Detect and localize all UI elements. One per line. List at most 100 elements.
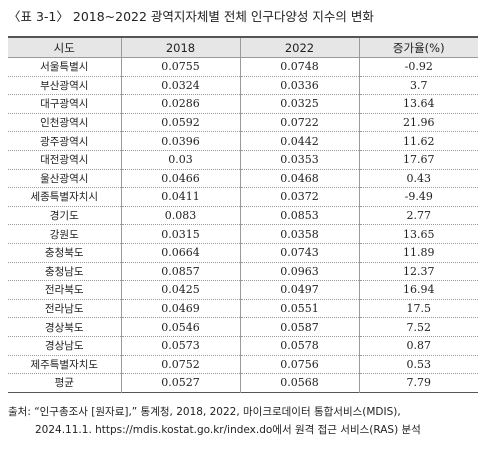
value-2022-cell: 0.0468 xyxy=(239,169,360,189)
value-2018-cell: 0.0755 xyxy=(120,57,241,77)
region-cell: 울산광역시 xyxy=(8,169,122,189)
value-2018-cell: 0.0324 xyxy=(120,76,241,96)
value-2022-cell: 0.0587 xyxy=(239,317,360,337)
growth-rate-cell: -0.92 xyxy=(358,57,478,77)
region-cell: 세종특별자치시 xyxy=(8,187,122,207)
header-region: 시도 xyxy=(8,37,122,58)
value-2018-cell: 0.0527 xyxy=(120,373,241,393)
growth-rate-cell: 13.65 xyxy=(358,224,478,244)
value-2022-cell: 0.0748 xyxy=(239,57,360,77)
value-2022-cell: 0.0722 xyxy=(239,113,360,133)
growth-rate-cell: 2.77 xyxy=(358,206,478,226)
region-cell: 경상북도 xyxy=(8,317,122,337)
value-2022-cell: 0.0358 xyxy=(239,224,360,244)
value-2018-cell: 0.0857 xyxy=(120,262,241,282)
value-2022-cell: 0.0963 xyxy=(239,262,360,282)
growth-rate-cell: 3.7 xyxy=(358,76,478,96)
value-2022-cell: 0.0372 xyxy=(239,187,360,207)
region-cell: 충청북도 xyxy=(8,243,122,263)
table-row: 충청남도 0.0857 0.0963 12.37 xyxy=(8,262,478,282)
value-2022-cell: 0.0353 xyxy=(239,150,360,170)
region-cell: 충청남도 xyxy=(8,262,122,282)
table-row: 광주광역시 0.0396 0.0442 11.62 xyxy=(8,131,478,151)
growth-rate-cell: -9.49 xyxy=(358,187,478,207)
growth-rate-cell: 7.52 xyxy=(358,317,478,337)
value-2022-cell: 0.0853 xyxy=(239,206,360,226)
region-cell: 전라남도 xyxy=(8,299,122,319)
value-2022-cell: 0.0551 xyxy=(239,299,360,319)
value-2022-cell: 0.0336 xyxy=(239,76,360,96)
region-cell: 부산광역시 xyxy=(8,76,122,96)
region-cell: 제주특별자치도 xyxy=(8,355,122,375)
table-row: 부산광역시 0.0324 0.0336 3.7 xyxy=(8,76,478,96)
region-cell: 대전광역시 xyxy=(8,150,122,170)
growth-rate-cell: 0.53 xyxy=(358,355,478,375)
value-2018-cell: 0.0752 xyxy=(120,355,241,375)
table-title: 〈표 3-1〉 2018~2022 광역지자체별 전체 인구다양성 지수의 변화 xyxy=(8,9,374,24)
value-2018-cell: 0.03 xyxy=(120,150,241,170)
table-row: 대구광역시 0.0286 0.0325 13.64 xyxy=(8,94,478,114)
table-row: 경상북도 0.0546 0.0587 7.52 xyxy=(8,317,478,337)
value-2022-cell: 0.0325 xyxy=(239,94,360,114)
header-2018: 2018 xyxy=(120,37,241,58)
value-2018-cell: 0.0664 xyxy=(120,243,241,263)
region-cell: 전라북도 xyxy=(8,280,122,300)
value-2018-cell: 0.0315 xyxy=(120,224,241,244)
table-row: 전라남도 0.0469 0.0551 17.5 xyxy=(8,299,478,319)
region-cell: 서울특별시 xyxy=(8,57,122,77)
growth-rate-cell: 13.64 xyxy=(358,94,478,114)
growth-rate-cell: 0.43 xyxy=(358,169,478,189)
growth-rate-cell: 7.79 xyxy=(358,373,478,393)
value-2018-cell: 0.0411 xyxy=(120,187,241,207)
growth-rate-cell: 17.5 xyxy=(358,299,478,319)
growth-rate-cell: 17.67 xyxy=(358,150,478,170)
table-row: 경상남도 0.0573 0.0578 0.87 xyxy=(8,336,478,356)
header-2022: 2022 xyxy=(239,37,360,58)
growth-rate-cell: 11.89 xyxy=(358,243,478,263)
table-row: 강원도 0.0315 0.0358 13.65 xyxy=(8,224,478,244)
value-2018-cell: 0.0396 xyxy=(120,131,241,151)
growth-rate-cell: 21.96 xyxy=(358,113,478,133)
source-note: 출처: “인구총조사 [원자료],” 통계청, 2018, 2022, 마이크로… xyxy=(8,403,480,439)
value-2022-cell: 0.0442 xyxy=(239,131,360,151)
table-row: 충청북도 0.0664 0.0743 11.89 xyxy=(8,243,478,263)
growth-rate-cell: 11.62 xyxy=(358,131,478,151)
table-row: 대전광역시 0.03 0.0353 17.67 xyxy=(8,150,478,170)
region-cell: 대구광역시 xyxy=(8,94,122,114)
region-cell: 경상남도 xyxy=(8,336,122,356)
value-2018-cell: 0.0592 xyxy=(120,113,241,133)
growth-rate-cell: 12.37 xyxy=(358,262,478,282)
table-row: 인천광역시 0.0592 0.0722 21.96 xyxy=(8,113,478,133)
region-cell: 평균 xyxy=(8,373,122,393)
growth-rate-cell: 0.87 xyxy=(358,336,478,356)
value-2018-cell: 0.0469 xyxy=(120,299,241,319)
value-2018-cell: 0.0286 xyxy=(120,94,241,114)
value-2018-cell: 0.0546 xyxy=(120,317,241,337)
value-2018-cell: 0.0425 xyxy=(120,280,241,300)
value-2022-cell: 0.0568 xyxy=(239,373,360,393)
value-2018-cell: 0.0573 xyxy=(120,336,241,356)
source-line-1: 출처: “인구총조사 [원자료],” 통계청, 2018, 2022, 마이크로… xyxy=(8,406,401,418)
region-cell: 강원도 xyxy=(8,224,122,244)
region-cell: 광주광역시 xyxy=(8,131,122,151)
table-row: 제주특별자치도 0.0752 0.0756 0.53 xyxy=(8,355,478,375)
table-row: 경기도 0.083 0.0853 2.77 xyxy=(8,206,478,226)
source-line-2: 2024.11.1. https://mdis.kostat.go.kr/ind… xyxy=(35,424,421,436)
header-growth-rate: 증가율(%) xyxy=(358,37,478,58)
value-2018-cell: 0.083 xyxy=(120,206,241,226)
growth-rate-cell: 16.94 xyxy=(358,280,478,300)
table-row: 울산광역시 0.0466 0.0468 0.43 xyxy=(8,169,478,189)
table-row: 전라북도 0.0425 0.0497 16.94 xyxy=(8,280,478,300)
value-2022-cell: 0.0497 xyxy=(239,280,360,300)
region-cell: 인천광역시 xyxy=(8,113,122,133)
value-2022-cell: 0.0743 xyxy=(239,243,360,263)
diversity-index-table: 시도 2018 2022 증가율(%) 서울특별시 0.0755 0.0748 -0.… xyxy=(8,36,478,393)
region-cell: 경기도 xyxy=(8,206,122,226)
value-2018-cell: 0.0466 xyxy=(120,169,241,189)
value-2022-cell: 0.0756 xyxy=(239,355,360,375)
table-row: 평균 0.0527 0.0568 7.79 xyxy=(8,373,478,393)
table-header-row: 시도 2018 2022 증가율(%) xyxy=(8,37,478,58)
table-row: 서울특별시 0.0755 0.0748 -0.92 xyxy=(8,57,478,77)
value-2022-cell: 0.0578 xyxy=(239,336,360,356)
table-row: 세종특별자치시 0.0411 0.0372 -9.49 xyxy=(8,187,478,207)
